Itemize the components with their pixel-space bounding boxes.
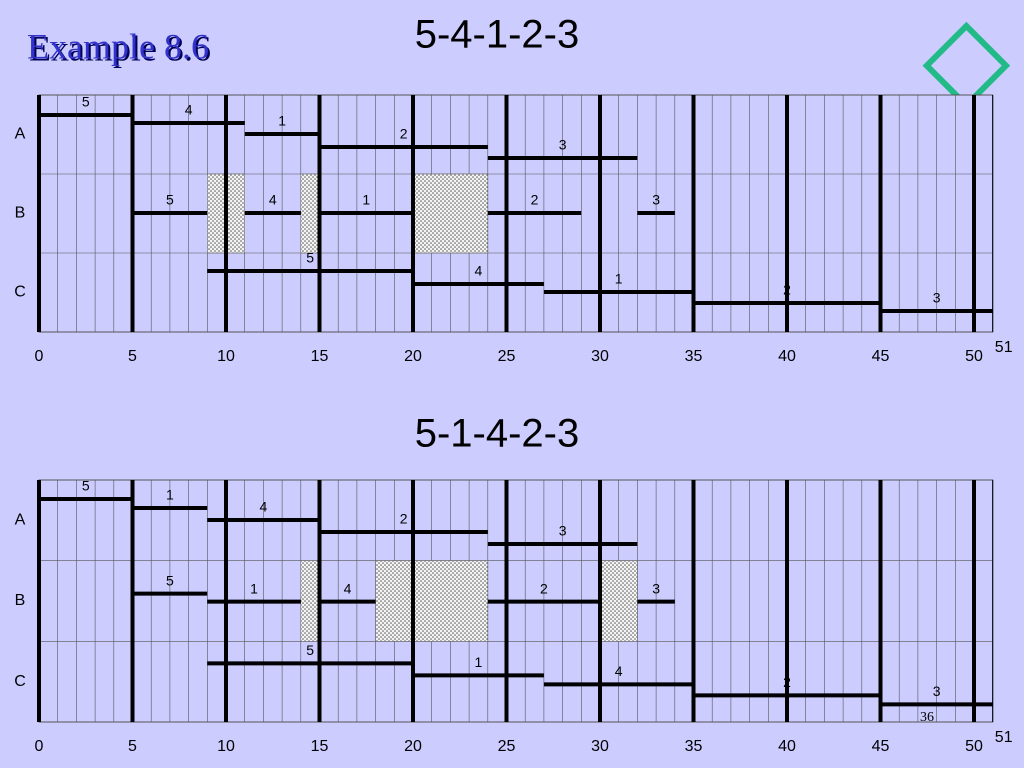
x-tick-label: 35 — [685, 738, 703, 755]
row-label: A — [15, 126, 26, 143]
task-label: 2 — [400, 126, 408, 142]
row-label: B — [15, 205, 26, 222]
task-label: 4 — [260, 499, 268, 515]
title-shadow: Example 8.6 — [29, 28, 211, 68]
task-label: 5 — [82, 478, 90, 494]
diamond-icon — [922, 21, 1011, 110]
task-label: 3 — [933, 290, 941, 306]
x-tick-label: 45 — [872, 738, 890, 755]
task-label: 2 — [783, 674, 791, 690]
row-label: A — [15, 512, 26, 529]
x-tick-label: 20 — [404, 738, 422, 755]
chart-title: 5-4-1-2-3 — [415, 13, 580, 57]
idle-block — [300, 560, 320, 642]
task-label: 3 — [652, 192, 660, 208]
task-label: 5 — [306, 642, 314, 658]
x-tick-label: 35 — [685, 348, 703, 365]
task-label: 4 — [344, 580, 352, 596]
task-label: 5 — [306, 250, 314, 266]
x-tick-label: 10 — [217, 348, 235, 365]
idle-block — [412, 173, 489, 254]
task-label: 1 — [475, 654, 483, 670]
task-label: 4 — [615, 663, 623, 679]
chart-title: 5-1-4-2-3 — [415, 412, 580, 456]
task-label: 2 — [783, 282, 791, 298]
task-label: 4 — [475, 263, 483, 279]
annotation: 36 — [920, 710, 934, 725]
task-label: 2 — [540, 580, 548, 596]
row-label: C — [14, 673, 26, 690]
idle-block — [375, 560, 489, 642]
x-tick-label: 0 — [35, 738, 44, 755]
task-label: 1 — [615, 271, 623, 287]
row-label: B — [15, 592, 26, 609]
x-tick-label: 50 — [965, 348, 983, 365]
x-tick-label: 51 — [995, 729, 1013, 746]
x-tick-label: 20 — [404, 348, 422, 365]
x-tick-label: 40 — [778, 738, 796, 755]
x-tick-label: 50 — [965, 738, 983, 755]
task-label: 3 — [559, 523, 567, 539]
x-tick-label: 40 — [778, 348, 796, 365]
task-label: 2 — [531, 192, 539, 208]
x-tick-label: 30 — [591, 348, 609, 365]
task-label: 1 — [250, 580, 258, 596]
x-tick-label: 5 — [128, 348, 137, 365]
x-tick-label: 30 — [591, 738, 609, 755]
idle-block — [300, 173, 320, 254]
idle-block — [599, 560, 638, 642]
task-label: 3 — [652, 580, 660, 596]
task-label: 3 — [559, 137, 567, 153]
task-label: 1 — [166, 487, 174, 503]
x-tick-label: 25 — [498, 348, 516, 365]
task-label: 5 — [82, 94, 90, 110]
x-tick-label: 0 — [35, 348, 44, 365]
task-label: 1 — [278, 113, 286, 129]
row-label: C — [14, 284, 26, 301]
x-tick-label: 15 — [311, 738, 329, 755]
task-label: 4 — [269, 192, 277, 208]
x-tick-label: 5 — [128, 738, 137, 755]
x-tick-label: 45 — [872, 348, 890, 365]
task-label: 1 — [362, 192, 370, 208]
task-label: 4 — [185, 102, 193, 118]
slide-title: Example 8.6 — [27, 26, 209, 66]
x-tick-label: 10 — [217, 738, 235, 755]
task-label: 5 — [166, 192, 174, 208]
x-tick-label: 15 — [311, 348, 329, 365]
x-tick-label: 51 — [995, 339, 1013, 356]
task-label: 5 — [166, 572, 174, 588]
task-label: 2 — [400, 511, 408, 527]
x-tick-label: 25 — [498, 738, 516, 755]
task-label: 3 — [933, 683, 941, 699]
